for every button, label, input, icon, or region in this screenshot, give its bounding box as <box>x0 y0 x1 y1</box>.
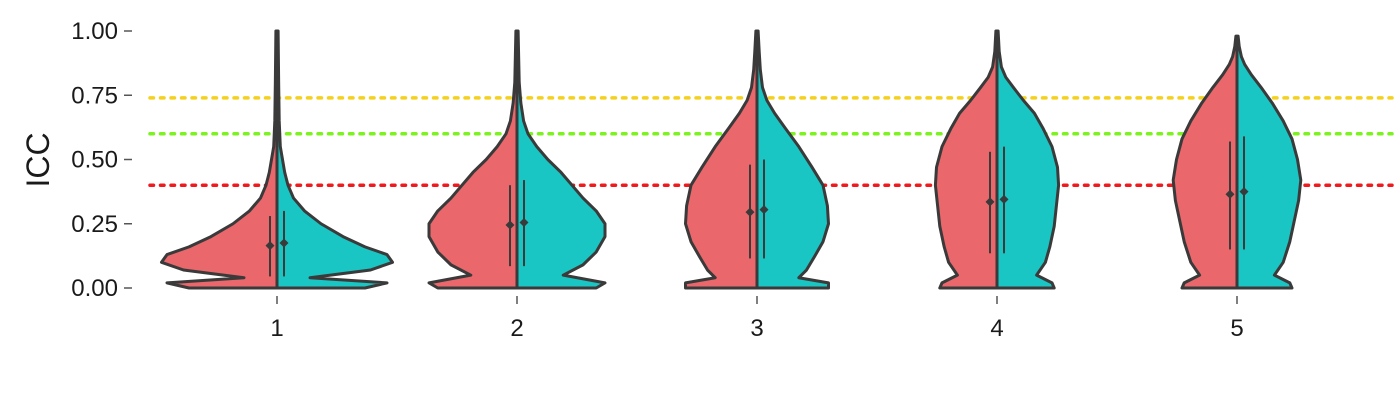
violin-right-half <box>757 31 829 288</box>
violin-left-half <box>161 31 277 288</box>
violin-left-half <box>685 31 757 288</box>
x-tick-label: 5 <box>1230 315 1243 342</box>
x-axis: 1 2 3 4 5 <box>270 296 1244 342</box>
violin-right-half <box>1237 36 1301 288</box>
y-axis-title: ICC <box>20 132 56 187</box>
violin-4 <box>933 29 1061 290</box>
violin-left-half <box>429 31 517 288</box>
median-marker-left <box>505 220 515 230</box>
y-axis: 0.00 0.25 0.50 0.75 1.00 <box>71 18 132 302</box>
violin-left-half <box>1173 36 1237 288</box>
y-tick-label: 0.25 <box>71 211 118 238</box>
violin-group <box>160 29 1303 290</box>
violin-3 <box>684 29 830 290</box>
violin-2 <box>427 29 607 290</box>
violin-right-half <box>997 31 1059 288</box>
y-tick-label: 0.75 <box>71 82 118 109</box>
median-marker-right <box>999 194 1009 204</box>
x-tick-label: 2 <box>510 315 523 342</box>
violin-1 <box>160 29 394 290</box>
violin-left-half <box>935 31 997 288</box>
median-marker-right <box>759 205 769 215</box>
median-marker-left <box>265 241 275 251</box>
violin-5 <box>1171 34 1303 290</box>
y-tick-label: 1.00 <box>71 18 118 45</box>
median-marker-left <box>745 207 755 217</box>
median-marker-right <box>279 238 289 248</box>
x-tick-label: 4 <box>990 315 1003 342</box>
y-tick-label: 0.50 <box>71 147 118 174</box>
violin-right-half <box>517 31 605 288</box>
y-tick-label: 0.00 <box>71 275 118 302</box>
x-tick-label: 1 <box>270 315 283 342</box>
violin-right-half <box>277 31 393 288</box>
median-marker-left <box>1225 189 1235 199</box>
median-marker-right <box>1239 187 1249 197</box>
x-tick-label: 3 <box>750 315 763 342</box>
median-marker-right <box>519 217 529 227</box>
median-marker-left <box>985 197 995 207</box>
